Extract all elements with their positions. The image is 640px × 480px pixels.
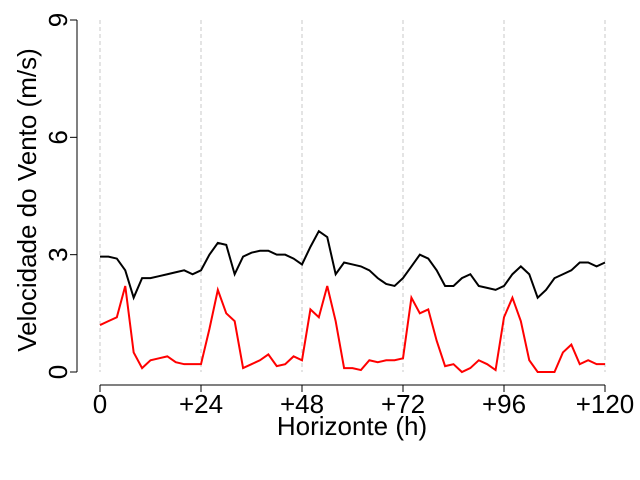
y-tick-label: 0 bbox=[43, 365, 73, 379]
x-tick-label: +72 bbox=[381, 389, 425, 419]
x-axis-label: Horizonte (h) bbox=[277, 411, 427, 441]
x-tick-label: +48 bbox=[280, 389, 324, 419]
y-tick-label: 6 bbox=[43, 130, 73, 144]
x-tick-label: +120 bbox=[576, 389, 635, 419]
x-tick-label: +96 bbox=[482, 389, 526, 419]
series-line bbox=[100, 229, 606, 301]
y-axis-label: Velocidade do Vento (m/s) bbox=[12, 48, 42, 352]
series-line bbox=[99, 285, 605, 374]
y-tick-label: 3 bbox=[43, 247, 73, 261]
x-tick-label: 0 bbox=[93, 389, 107, 419]
y-tick-label: 9 bbox=[43, 13, 73, 27]
x-tick-label: +24 bbox=[179, 389, 223, 419]
